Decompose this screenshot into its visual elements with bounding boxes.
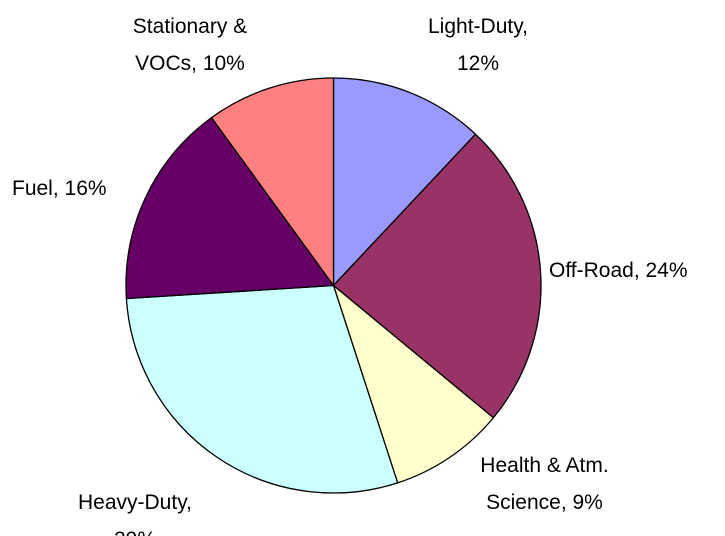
pie-slice xyxy=(332,77,477,288)
slice-label: Stationary & VOCs, 10% xyxy=(132,15,248,75)
slice-label: Fuel, 16% xyxy=(12,177,107,200)
slice-label: Light-Duty, 12% xyxy=(428,15,528,75)
slice-label: Heavy-Duty, 29% xyxy=(78,491,192,536)
pie-slice xyxy=(332,133,542,419)
slice-label: Off-Road, 24% xyxy=(549,259,688,282)
pie-slice xyxy=(332,283,495,484)
pie-slice xyxy=(210,77,335,288)
pie-slice xyxy=(125,116,335,300)
pie-slice xyxy=(125,284,399,494)
slice-label: Health & Atm. Science, 9% xyxy=(480,454,609,514)
